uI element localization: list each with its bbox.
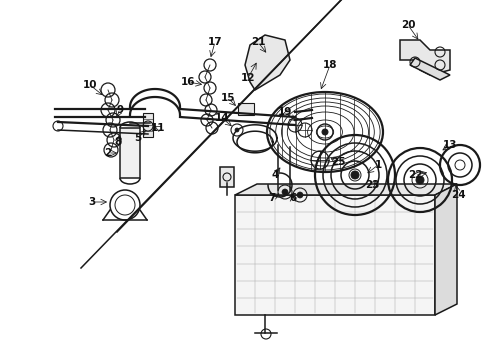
- Text: 6: 6: [290, 193, 296, 203]
- Circle shape: [235, 128, 239, 132]
- Circle shape: [282, 189, 288, 195]
- Text: 7: 7: [269, 193, 276, 203]
- Text: 21: 21: [251, 37, 265, 47]
- Text: 4: 4: [271, 170, 279, 180]
- Text: 8: 8: [114, 137, 122, 147]
- Circle shape: [351, 171, 359, 179]
- Text: 16: 16: [181, 77, 195, 87]
- Text: 24: 24: [451, 190, 465, 200]
- Text: 9: 9: [117, 105, 123, 115]
- Circle shape: [322, 129, 328, 135]
- Bar: [143, 113, 153, 137]
- Text: 23: 23: [365, 180, 379, 190]
- Bar: [220, 167, 234, 187]
- Text: 20: 20: [401, 20, 415, 30]
- Text: 11: 11: [151, 123, 165, 133]
- Text: 14: 14: [215, 113, 229, 123]
- Polygon shape: [245, 35, 290, 90]
- Bar: [238, 103, 254, 115]
- Text: 2: 2: [104, 148, 112, 158]
- Text: 18: 18: [323, 60, 337, 70]
- Polygon shape: [400, 40, 450, 75]
- Text: 3: 3: [88, 197, 96, 207]
- Bar: [235, 195, 435, 315]
- Text: 1: 1: [374, 160, 382, 170]
- Circle shape: [297, 192, 303, 198]
- Polygon shape: [410, 58, 450, 80]
- Text: 12: 12: [241, 73, 255, 83]
- Text: 15: 15: [221, 93, 235, 103]
- Text: 19: 19: [278, 107, 292, 117]
- Circle shape: [416, 176, 424, 184]
- Polygon shape: [435, 184, 457, 315]
- Text: 17: 17: [208, 37, 222, 47]
- Text: 5: 5: [134, 133, 142, 143]
- Polygon shape: [235, 184, 457, 195]
- Text: 25: 25: [331, 157, 345, 167]
- Text: 22: 22: [408, 170, 422, 180]
- Text: 13: 13: [443, 140, 457, 150]
- Bar: [120, 128, 140, 178]
- Text: 10: 10: [83, 80, 97, 90]
